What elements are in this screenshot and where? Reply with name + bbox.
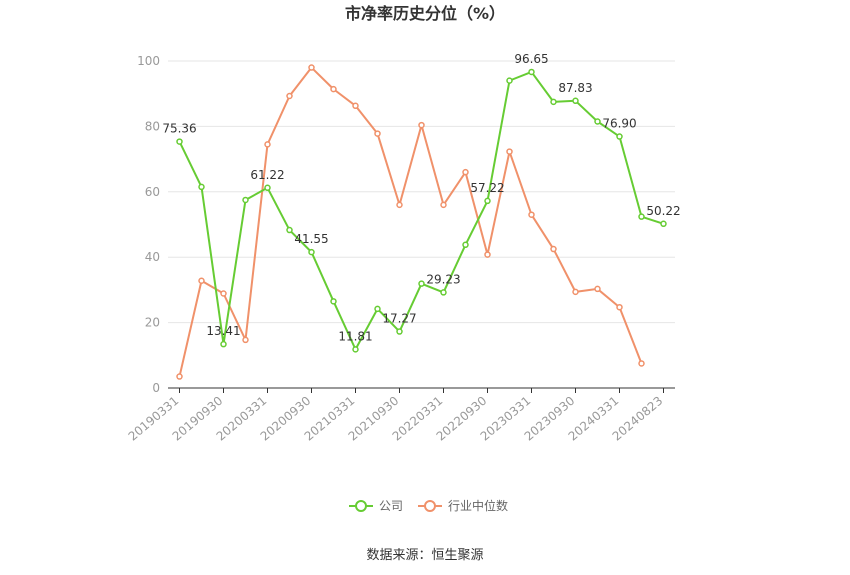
data-point[interactable]	[242, 196, 249, 204]
data-point[interactable]	[352, 102, 359, 110]
data-point[interactable]	[198, 277, 205, 284]
series-group	[176, 64, 667, 380]
data-point[interactable]	[616, 303, 623, 311]
data-point[interactable]	[594, 118, 601, 125]
data-labels: 75.36 13.41 61.22 41.55 11.81 17.27 29.23 57.22…	[162, 52, 680, 343]
data-point[interactable]	[528, 211, 535, 218]
data-point[interactable]	[528, 68, 535, 76]
series-line-1	[178, 66, 643, 377]
data-point[interactable]	[572, 288, 579, 296]
data-label: 87.83	[558, 81, 592, 95]
data-point[interactable]	[506, 148, 513, 155]
data-label: 75.36	[162, 122, 196, 136]
legend-label: 行业中位数	[448, 498, 508, 513]
data-point[interactable]	[286, 92, 293, 100]
data-point[interactable]	[462, 241, 469, 249]
data-label: 13.41	[206, 324, 240, 338]
data-point[interactable]	[396, 201, 403, 209]
legend-item-1[interactable]: 行业中位数	[418, 498, 508, 513]
data-point[interactable]	[484, 251, 491, 258]
data-point[interactable]	[264, 141, 271, 148]
series-line-0	[178, 70, 664, 351]
data-label: 61.22	[250, 168, 284, 182]
data-label: 11.81	[338, 329, 372, 343]
data-point[interactable]	[440, 201, 447, 209]
legend[interactable]: 公司 行业中位数	[349, 498, 508, 513]
data-label: 50.22	[646, 204, 680, 218]
data-point[interactable]	[308, 248, 315, 256]
data-point[interactable]	[550, 245, 557, 253]
data-point[interactable]	[352, 346, 359, 353]
y-tick-label: 60	[145, 185, 160, 199]
data-point[interactable]	[550, 98, 557, 106]
data-point[interactable]	[396, 328, 403, 335]
data-point[interactable]	[330, 85, 337, 93]
data-label: 41.55	[294, 232, 328, 246]
legend-label: 公司	[379, 499, 403, 513]
data-point[interactable]	[638, 360, 645, 367]
data-point[interactable]	[176, 373, 183, 380]
data-point[interactable]	[506, 77, 513, 84]
data-label: 17.27	[382, 312, 416, 326]
data-point[interactable]	[374, 305, 381, 313]
data-point[interactable]	[264, 184, 271, 192]
y-tick-label: 80	[145, 119, 160, 133]
data-point[interactable]	[462, 168, 469, 176]
y-tick-label: 40	[145, 250, 160, 264]
data-point[interactable]	[418, 121, 425, 129]
data-label: 57.22	[470, 181, 504, 195]
data-label: 29.23	[426, 272, 460, 286]
y-tick-label: 100	[137, 54, 160, 68]
data-point[interactable]	[220, 340, 227, 348]
data-point[interactable]	[594, 285, 601, 293]
data-point[interactable]	[242, 336, 249, 344]
data-point[interactable]	[616, 133, 623, 140]
data-point[interactable]	[418, 280, 425, 287]
data-point[interactable]	[330, 298, 337, 305]
data-point[interactable]	[374, 130, 381, 137]
x-axis: 2019033120190930202003312020093020210331…	[126, 387, 675, 444]
data-point[interactable]	[440, 289, 447, 296]
data-point[interactable]	[286, 226, 293, 234]
y-tick-label: 20	[145, 316, 160, 330]
data-point[interactable]	[484, 197, 491, 205]
y-tick-label: 0	[152, 381, 160, 395]
legend-marker	[355, 500, 367, 512]
data-label: 76.90	[602, 117, 636, 131]
source-note: 数据来源：恒生聚源	[366, 548, 483, 563]
legend-marker	[424, 500, 436, 512]
data-point[interactable]	[220, 290, 227, 297]
data-point[interactable]	[198, 183, 205, 191]
data-point[interactable]	[308, 64, 315, 71]
data-label: 96.65	[514, 52, 548, 66]
data-point[interactable]	[572, 97, 579, 105]
data-point[interactable]	[638, 213, 645, 220]
data-point[interactable]	[660, 220, 667, 228]
grid-lines	[168, 60, 675, 324]
data-point[interactable]	[176, 138, 183, 145]
y-axis-ticks: 0 20 40 60 80 100	[137, 54, 160, 395]
legend-item-0[interactable]: 公司	[349, 499, 403, 513]
chart-title: 市净率历史分位（%）	[345, 4, 505, 23]
